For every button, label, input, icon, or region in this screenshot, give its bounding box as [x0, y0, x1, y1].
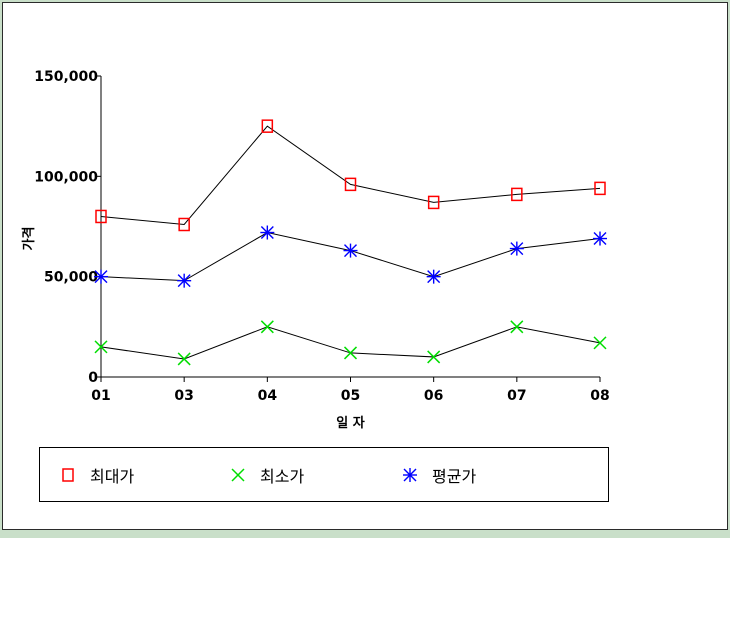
data-point-asterisk-marker	[260, 225, 275, 240]
data-point-x-marker	[343, 346, 358, 360]
legend-label-max: 최대가	[90, 466, 135, 486]
y-tick-label: 0	[88, 370, 98, 386]
data-point-x-marker	[593, 336, 607, 350]
data-point-square-marker	[178, 217, 190, 232]
data-point-asterisk-marker	[593, 231, 607, 246]
x-tick-label: 07	[507, 388, 526, 404]
x-axis-ticks: 01 03 04 05 06 07 08	[91, 377, 610, 404]
data-point-square-marker	[95, 209, 107, 224]
data-point-square-marker	[344, 177, 357, 192]
data-point-asterisk-marker	[94, 269, 108, 284]
x-tick-label: 06	[424, 388, 443, 404]
legend-item-min: 최소가	[230, 448, 304, 501]
legend-label-min: 최소가	[260, 466, 305, 486]
series-line-1	[100, 326, 601, 360]
data-point-x-marker	[427, 350, 441, 364]
x-tick-label: 04	[258, 388, 278, 404]
y-tick-label: 50,000	[44, 270, 98, 286]
series-line-0	[100, 125, 601, 226]
legend-label-avg: 평균가	[432, 466, 477, 486]
data-point-x-marker	[510, 320, 524, 334]
data-point-square-marker	[594, 181, 606, 196]
data-point-square-marker	[511, 187, 523, 202]
y-axis-title: 가격	[22, 227, 37, 251]
y-axis-ticks: 0 50,000 100,000 150,000	[34, 69, 101, 386]
x-axis-title: 일 자	[336, 416, 364, 431]
data-point-square-marker	[261, 119, 274, 133]
x-tick-label: 05	[341, 388, 360, 404]
series-layer	[94, 119, 607, 366]
legend-item-avg: 평균가	[402, 448, 476, 501]
data-point-x-marker	[260, 320, 274, 334]
data-point-asterisk-marker	[509, 241, 524, 256]
square-marker-icon	[62, 467, 74, 482]
data-point-asterisk-marker	[343, 243, 358, 258]
y-tick-label: 150,000	[34, 69, 98, 85]
data-point-x-marker	[94, 340, 108, 354]
data-point-square-marker	[427, 195, 440, 210]
asterisk-marker-icon	[403, 467, 417, 482]
x-tick-label: 03	[174, 388, 193, 404]
x-marker-icon	[231, 467, 245, 482]
x-tick-label: 08	[590, 388, 609, 404]
chart-frame: 0 50,000 100,000 150,000 01 03 04 05 06 07 08 가격 …	[0, 0, 730, 538]
x-tick-label: 01	[91, 388, 110, 404]
data-point-x-marker	[177, 352, 191, 366]
y-tick-label: 100,000	[34, 169, 98, 185]
legend: 최대가 최소가 평균가	[39, 447, 609, 502]
data-point-asterisk-marker	[426, 269, 441, 284]
legend-item-max: 최대가	[60, 448, 134, 501]
data-point-asterisk-marker	[177, 273, 192, 288]
chart-panel: 0 50,000 100,000 150,000 01 03 04 05 06 07 08 가격 …	[2, 2, 728, 530]
